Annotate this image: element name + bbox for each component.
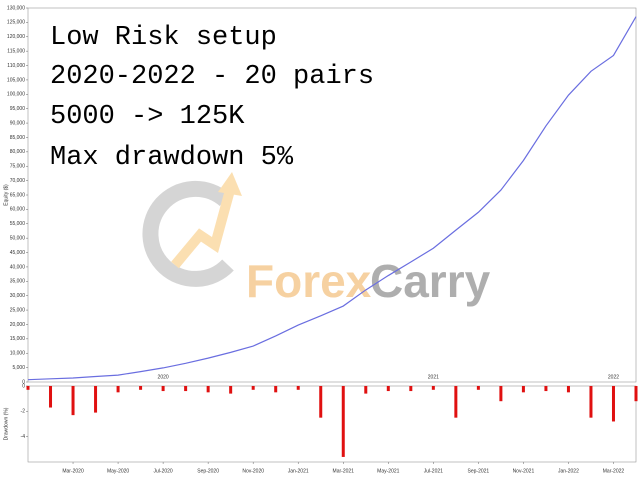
year-label: 2020 [158,374,169,380]
annotation: Low Risk setup [50,23,277,53]
drawdown-bar [611,386,615,422]
y-tick-label: 100,000 [7,92,25,98]
watermark: Carry [370,255,491,307]
y-tick-label: 45,000 [10,250,26,256]
logo [142,172,242,287]
y-tick-label: 20,000 [10,322,26,328]
y-tick-label: 65,000 [10,192,26,198]
drawdown-bar [49,386,53,408]
year-label: 2022 [608,374,619,380]
drawdown-bar [319,386,323,418]
equity-line [27,16,637,381]
y-axis-label: Equity ($) [3,184,9,206]
drawdown-bar [431,386,435,390]
y-tick-label: 90,000 [10,120,26,126]
drawdown-bar [386,386,390,392]
y-tick-label: 15,000 [10,336,26,342]
y-tick-label: 0 [22,383,25,389]
x-tick-label: Mar-2020 [62,468,84,474]
x-tick-label: Mar-2022 [603,468,625,474]
y-tick-label: 115,000 [7,48,25,54]
x-tick-label: Nov-2021 [513,468,535,474]
y-tick-label: 75,000 [10,164,26,170]
y-tick-label: 95,000 [10,106,26,112]
drawdown-bar [251,386,255,390]
y-tick-label: 105,000 [7,77,25,83]
drawdown-bar [476,386,480,390]
annotation: Max drawdown 5% [50,143,294,173]
drawdown-bar [341,386,345,457]
x-tick-label: Jan-2022 [558,468,579,474]
y-tick-label: 40,000 [10,264,26,270]
y-tick-label: -2 [21,409,26,415]
drawdown-bar [206,386,210,393]
x-tick-label: Jul-2021 [424,468,443,474]
y-tick-label: -4 [21,434,26,440]
annotation: 2020-2022 - 20 pairs [50,62,374,92]
y-tick-label: 110,000 [7,63,25,69]
drawdown-bar [499,386,503,402]
annotation: 5000 -> 125K [50,102,245,132]
year-label: 2021 [428,374,439,380]
y-tick-label: 120,000 [7,34,25,40]
drawdown-bar [454,386,458,418]
drawdown-bar [229,386,233,394]
plot-area [27,385,637,463]
x-tick-label: Jul-2020 [154,468,173,474]
y-tick-label: 10,000 [10,351,26,357]
x-tick-label: Sep-2021 [468,468,490,474]
drawdown-bar [544,386,548,392]
y-tick-label: 70,000 [10,178,26,184]
drawdown-bar [26,386,30,390]
drawdown-bar [409,386,413,392]
y-tick-label: 35,000 [10,279,26,285]
y-tick-label: 55,000 [10,221,26,227]
drawdown-bar [634,386,638,402]
watermark: Forex [246,255,372,307]
drawdown-bar [161,386,165,392]
y-tick-label: 85,000 [10,135,26,141]
x-tick-label: May-2020 [107,468,129,474]
x-tick-label: Sep-2020 [197,468,219,474]
drawdown-bar [296,386,300,390]
drawdown-bar [521,386,525,393]
y-tick-label: 125,000 [7,20,25,26]
x-tick-label: Jan-2021 [288,468,309,474]
x-tick-label: May-2021 [377,468,399,474]
drawdown-bar [71,386,75,416]
y-tick-label: 30,000 [10,293,26,299]
y-tick-label: 0 [22,379,25,385]
x-tick-label: Nov-2020 [242,468,264,474]
y-tick-label: 25,000 [10,307,26,313]
drawdown-bar [139,386,143,390]
x-tick-label: Mar-2021 [333,468,355,474]
drawdown-bar [566,386,570,393]
y-axis-label: Drawdown (%) [3,407,9,440]
drawdown-bar [589,386,593,418]
drawdown-bar [364,386,368,394]
drawdown-bar [274,386,278,393]
y-tick-label: 60,000 [10,207,26,213]
y-tick-label: 80,000 [10,149,26,155]
y-tick-label: 130,000 [7,5,25,11]
drawdown-bar [94,386,98,413]
y-tick-label: 50,000 [10,235,26,241]
drawdown-bar [116,386,120,393]
drawdown-bar [184,386,188,392]
y-tick-label: 5,000 [12,365,25,371]
